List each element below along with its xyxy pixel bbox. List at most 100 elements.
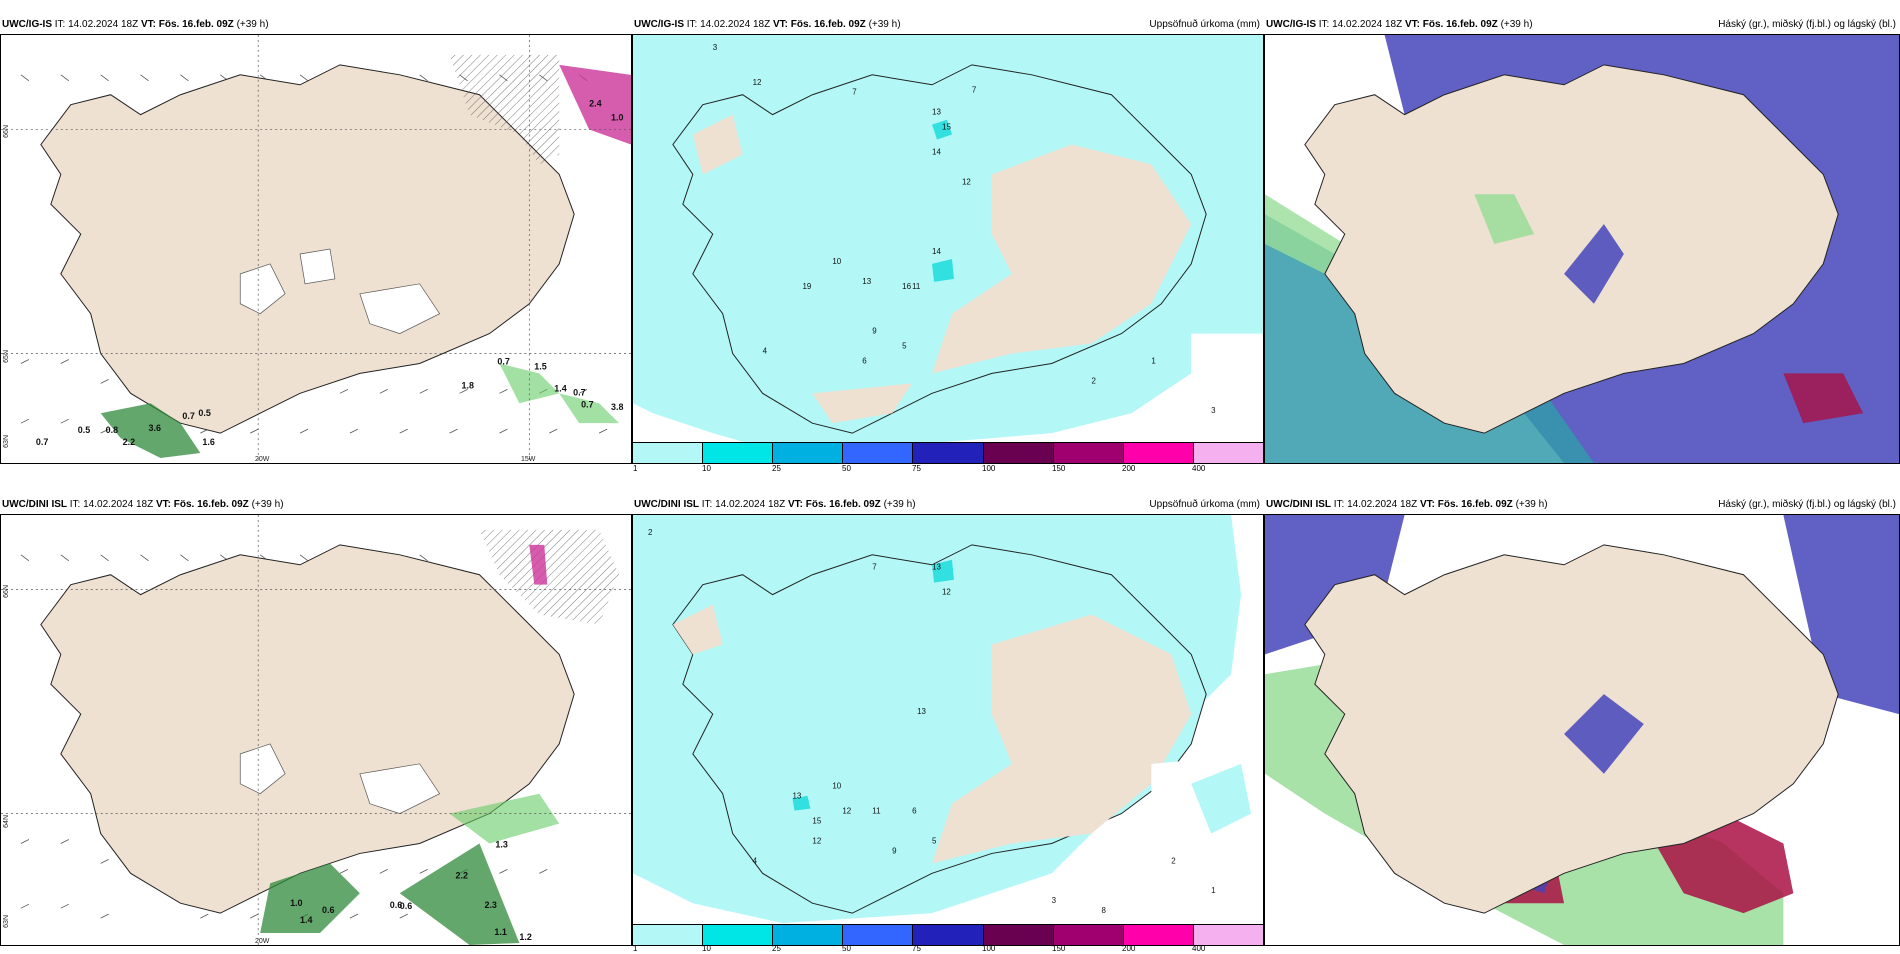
svg-text:3: 3 (1211, 406, 1216, 415)
panel-title: UWC/DINI ISL IT: 14.02.2024 18Z VT: Fös.… (1266, 499, 1548, 510)
legend-swatch (983, 443, 1054, 463)
svg-text:11: 11 (912, 282, 921, 291)
cloud-map[interactable] (1264, 34, 1900, 464)
wind-map[interactable]: 1.0 0.6 1.4 0.6 0.6 2.2 2.3 1.1 1.2 1.3 … (0, 514, 632, 946)
legend-swatch (703, 925, 774, 945)
svg-text:0.7: 0.7 (573, 387, 585, 397)
svg-text:15: 15 (812, 817, 821, 826)
lat-label-63: 63N (3, 915, 10, 928)
svg-text:13: 13 (932, 563, 941, 572)
svg-text:0.7: 0.7 (182, 411, 194, 421)
svg-text:12: 12 (842, 807, 851, 816)
panel-clouds-bottom: UWC/DINI ISL IT: 14.02.2024 18Z VT: Fös.… (1264, 496, 1900, 946)
lon-label-20: 20W (255, 456, 270, 463)
svg-text:2: 2 (648, 528, 653, 537)
panel-variable: Uppsöfnuð úrkoma (mm) (1149, 499, 1260, 510)
svg-text:1: 1 (1211, 886, 1216, 895)
svg-text:13: 13 (932, 108, 941, 117)
lat-label-66: 66N (3, 125, 10, 138)
svg-text:14: 14 (932, 147, 941, 156)
panel-wind-top: UWC/IG-IS IT: 14.02.2024 18Z VT: Fös. 16… (0, 16, 632, 464)
lat-label-65: 65N (3, 350, 10, 363)
svg-text:0.6: 0.6 (400, 901, 412, 911)
legend-swatch (773, 925, 844, 945)
svg-text:3.6: 3.6 (149, 423, 161, 433)
svg-text:3: 3 (1052, 896, 1057, 905)
svg-text:0.7: 0.7 (36, 437, 48, 447)
legend-swatch (983, 925, 1054, 945)
panel-variable: Uppsöfnuð úrkoma (mm) (1149, 19, 1260, 30)
svg-text:13: 13 (917, 707, 926, 716)
svg-text:0.6: 0.6 (322, 905, 334, 915)
svg-text:2: 2 (1171, 856, 1176, 865)
legend-swatch (913, 925, 984, 945)
svg-text:9: 9 (892, 846, 897, 855)
svg-text:1.6: 1.6 (202, 437, 214, 447)
svg-text:1.0: 1.0 (611, 113, 623, 123)
iceland-land (40, 544, 575, 914)
legend-swatch (633, 443, 704, 463)
svg-text:1.4: 1.4 (300, 915, 312, 925)
svg-text:15: 15 (942, 123, 951, 132)
iceland-land (1304, 64, 1839, 434)
panel-clouds-top: UWC/IG-IS IT: 14.02.2024 18Z VT: Fös. 16… (1264, 16, 1900, 464)
svg-text:1.8: 1.8 (462, 380, 474, 390)
svg-text:5: 5 (932, 836, 937, 845)
svg-text:1.2: 1.2 (519, 932, 531, 942)
svg-text:19: 19 (802, 282, 811, 291)
svg-text:13: 13 (792, 792, 801, 801)
lat-label-63: 63N (3, 435, 10, 448)
legend-swatch (1123, 443, 1194, 463)
svg-text:2.4: 2.4 (589, 99, 601, 109)
legend-swatch (843, 443, 914, 463)
panel-header: UWC/IG-IS IT: 14.02.2024 18Z VT: Fös. 16… (0, 16, 632, 34)
panel-precip-top: UWC/IG-IS IT: 14.02.2024 18Z VT: Fös. 16… (632, 16, 1264, 473)
svg-text:4: 4 (753, 856, 758, 865)
svg-text:12: 12 (812, 836, 821, 845)
legend-swatch (1193, 925, 1263, 945)
svg-text:1.5: 1.5 (534, 361, 546, 371)
precip-map[interactable]: 2 10 7 13 12 13 12 15 12 10 11 13 9 6 5 … (632, 514, 1264, 946)
svg-text:6: 6 (912, 807, 917, 816)
svg-text:10: 10 (832, 782, 841, 791)
panel-title: UWC/IG-IS IT: 14.02.2024 18Z VT: Fös. 16… (634, 19, 901, 30)
svg-text:14: 14 (932, 247, 941, 256)
legend-ticks: 1 10 25 50 75 100 150 200 400 (633, 944, 1206, 953)
panel-title: UWC/DINI ISL IT: 14.02.2024 18Z VT: Fös.… (2, 499, 284, 510)
cloud-map[interactable] (1264, 514, 1900, 946)
svg-text:5: 5 (902, 342, 907, 351)
svg-text:1.1: 1.1 (494, 927, 506, 937)
panel-title: UWC/IG-IS IT: 14.02.2024 18Z VT: Fös. 16… (2, 19, 269, 30)
svg-text:7: 7 (972, 86, 977, 95)
svg-text:0.6: 0.6 (390, 900, 402, 910)
panel-header: UWC/DINI ISL IT: 14.02.2024 18Z VT: Fös.… (0, 496, 632, 514)
legend-swatch (913, 443, 984, 463)
lat-label-66: 66N (3, 585, 10, 598)
svg-text:9: 9 (872, 327, 877, 336)
svg-text:0.7: 0.7 (497, 356, 509, 366)
panel-title: UWC/DINI ISL IT: 14.02.2024 18Z VT: Fös.… (634, 499, 916, 510)
panel-precip-bottom: UWC/DINI ISL IT: 14.02.2024 18Z VT: Fös.… (632, 496, 1264, 953)
svg-text:1.4: 1.4 (554, 383, 566, 393)
panel-title: UWC/IG-IS IT: 14.02.2024 18Z VT: Fös. 16… (1266, 19, 1533, 30)
svg-text:12: 12 (962, 177, 971, 186)
panel-variable: Háský (gr.), miðský (fj.bl.) og lágský (… (1718, 19, 1896, 30)
wind-values: 0.7 0.5 0.8 2.2 3.6 0.7 0.5 1.6 1.8 0.7 … (36, 99, 624, 447)
svg-text:12: 12 (753, 78, 762, 87)
svg-text:7: 7 (852, 88, 857, 97)
svg-text:2.2: 2.2 (123, 437, 135, 447)
svg-text:16: 16 (902, 282, 911, 291)
lat-label-64: 64N (3, 815, 10, 828)
wind-map[interactable]: 0.7 0.5 0.8 2.2 3.6 0.7 0.5 1.6 1.8 0.7 … (0, 34, 632, 464)
legend-swatch (1193, 443, 1263, 463)
legend-swatch (1053, 443, 1124, 463)
panel-header: UWC/DINI ISL IT: 14.02.2024 18Z VT: Fös.… (1264, 496, 1900, 514)
svg-text:4: 4 (763, 347, 768, 356)
svg-text:2: 2 (1092, 376, 1097, 385)
legend-swatch (773, 443, 844, 463)
precip-map[interactable]: 3 12 7 7 13 15 14 12 19 13 16 14 11 10 9… (632, 34, 1264, 464)
svg-text:13: 13 (862, 277, 871, 286)
precip-legend (633, 442, 1263, 463)
legend-swatch (843, 925, 914, 945)
svg-text:1.3: 1.3 (495, 839, 507, 849)
